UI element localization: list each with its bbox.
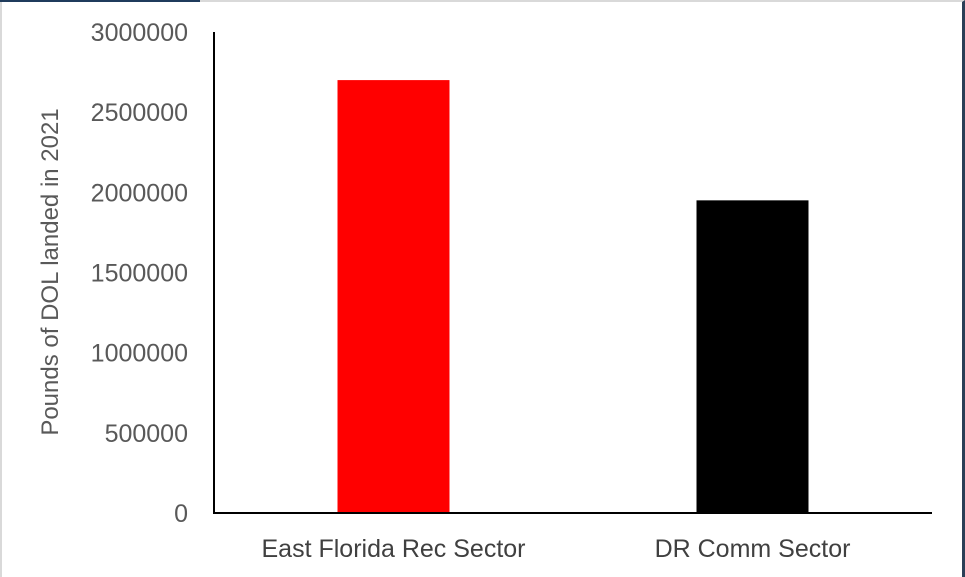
bar-2 [696,200,809,513]
y-tick-label: 0 [174,500,188,528]
y-tick-labels: 0 500000 1000000 1500000 2000000 2500000 30000… [91,19,188,528]
y-tick-label: 500000 [105,420,188,448]
y-tick-label: 3000000 [91,19,188,47]
bars [337,80,809,513]
y-tick-label: 1000000 [91,340,188,368]
y-axis-title: Pounds of DOL landed in 2021 [37,108,64,435]
bar-1 [337,80,450,513]
x-tick-label: East Florida Rec Sector [262,535,526,563]
y-tick-label: 2500000 [91,99,188,127]
x-tick-label: DR Comm Sector [655,535,851,563]
y-tick-label: 1500000 [91,260,188,288]
frame-accent [0,0,200,2]
y-tick-label: 2000000 [91,179,188,207]
x-tick-labels: East Florida Rec Sector DR Comm Sector [262,535,851,563]
